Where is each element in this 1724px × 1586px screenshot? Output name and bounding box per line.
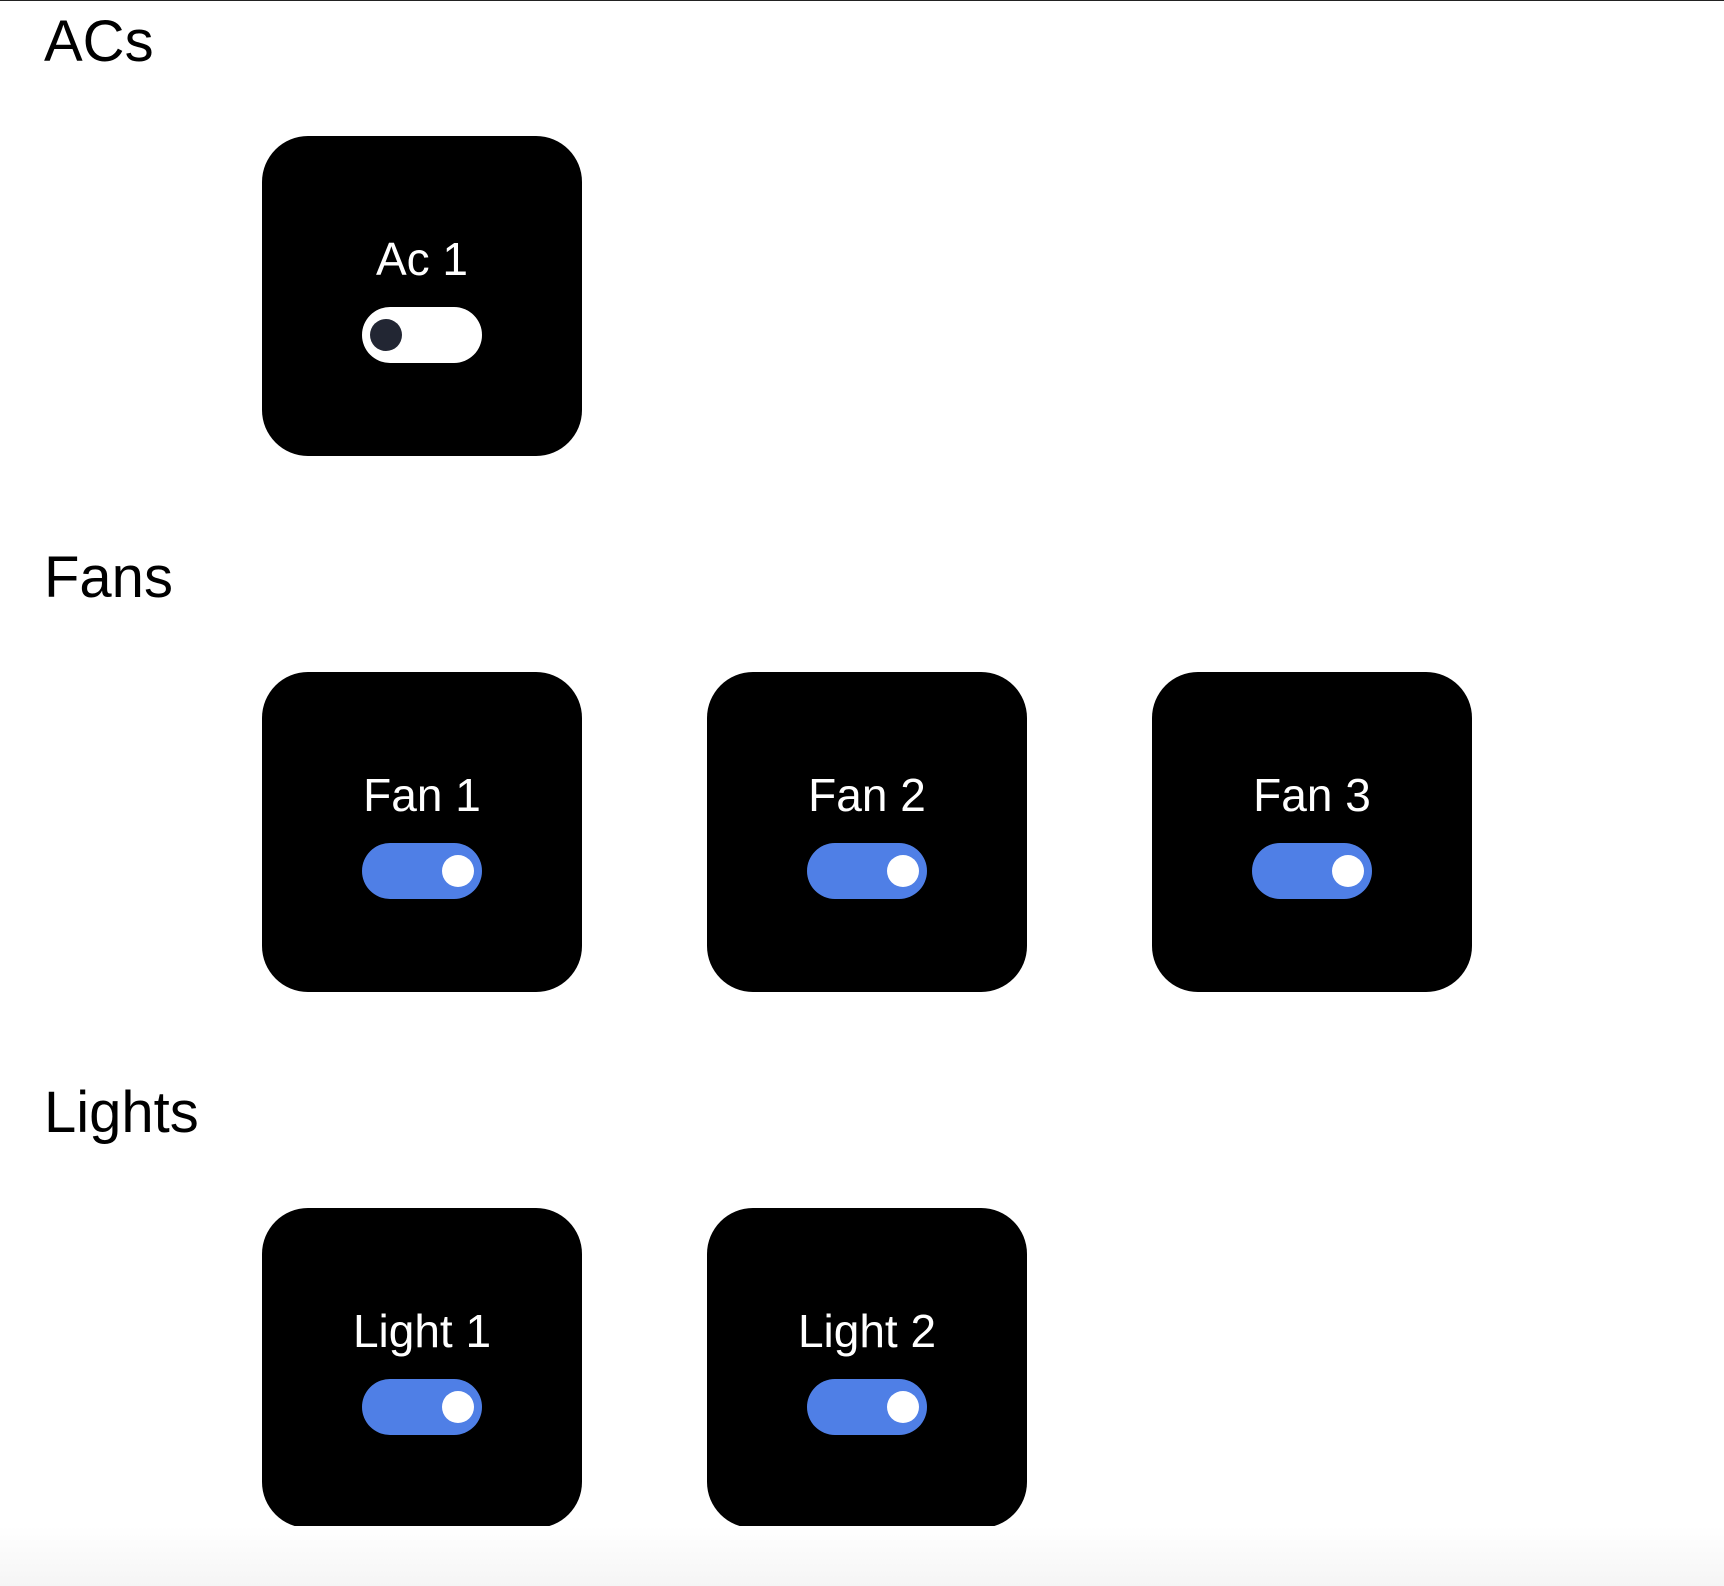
- ac-1-toggle-switch[interactable]: [362, 307, 482, 363]
- device-card-fan-1: Fan 1: [262, 672, 582, 992]
- toggle-knob: [887, 1391, 919, 1423]
- fan-2-toggle-switch[interactable]: [807, 843, 927, 899]
- fan-1-toggle-switch[interactable]: [362, 843, 482, 899]
- device-label: Light 2: [797, 1305, 937, 1357]
- toggle-knob: [370, 319, 402, 351]
- device-label: Fan 1: [363, 769, 481, 821]
- toggle-knob: [1332, 855, 1364, 887]
- device-card-fan-2: Fan 2: [707, 672, 1027, 992]
- light-2-toggle-switch[interactable]: [807, 1379, 927, 1435]
- device-card-light-1: Light 1: [262, 1208, 582, 1528]
- section-title-acs: ACs: [44, 9, 154, 74]
- device-card-ac-1: Ac 1: [262, 136, 582, 456]
- toggle-knob: [442, 1391, 474, 1423]
- section-title-fans: Fans: [44, 545, 173, 610]
- fan-3-toggle-switch[interactable]: [1252, 843, 1372, 899]
- device-label: Fan 3: [1253, 769, 1371, 821]
- device-card-light-2: Light 2: [707, 1208, 1027, 1528]
- device-label: Ac 1: [375, 233, 469, 285]
- device-label: Fan 2: [808, 769, 926, 821]
- device-card-fan-3: Fan 3: [1152, 672, 1472, 992]
- toggle-knob: [442, 855, 474, 887]
- device-label: Light 1: [352, 1305, 492, 1357]
- toggle-knob: [887, 855, 919, 887]
- section-title-lights: Lights: [44, 1080, 199, 1145]
- bottom-edge: [0, 1526, 1724, 1586]
- light-1-toggle-switch[interactable]: [362, 1379, 482, 1435]
